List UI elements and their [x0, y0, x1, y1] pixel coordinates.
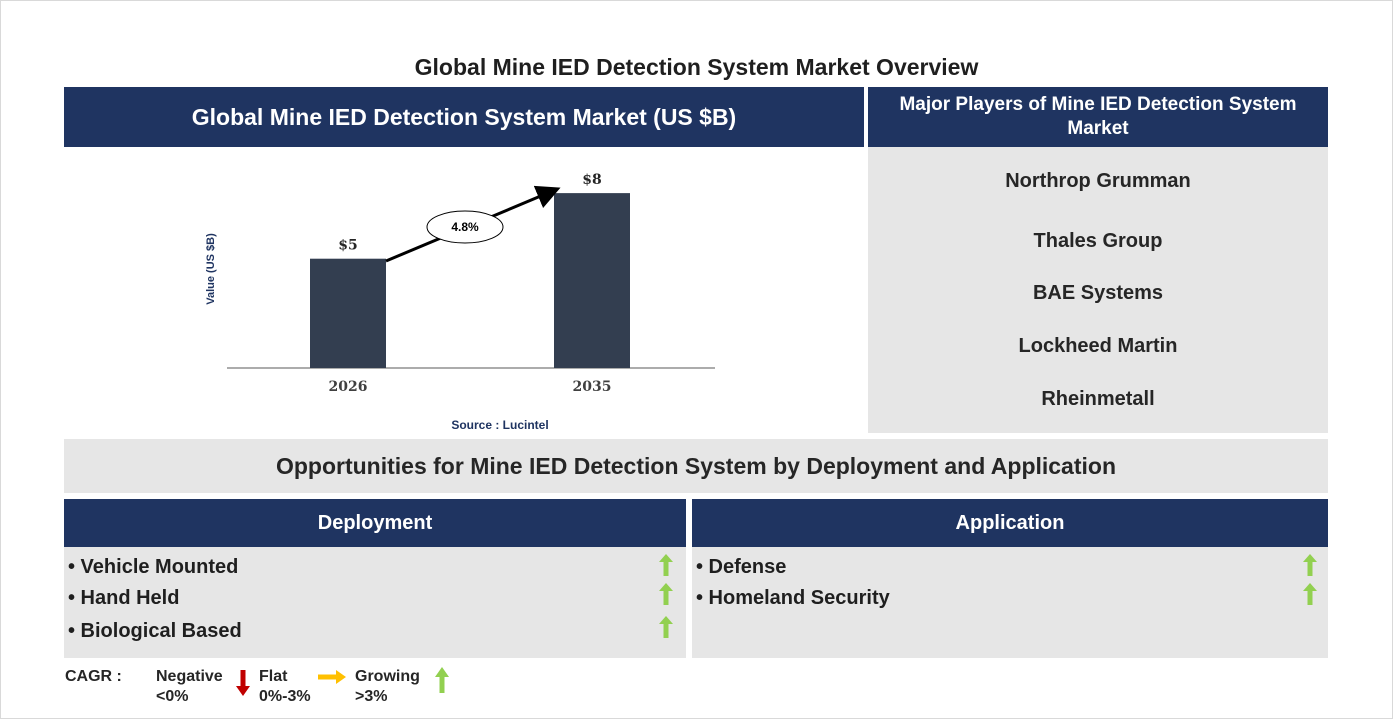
players-panel-header: Major Players of Mine IED Detection Syst… — [868, 87, 1328, 147]
legend-growing: Growing >3% — [355, 667, 420, 707]
chart-panel-header: Global Mine IED Detection System Market … — [64, 87, 864, 147]
x-tick-label: 2035 — [573, 379, 612, 395]
y-axis-label: Value (US $B) — [205, 233, 217, 305]
application-list: • Defense • Homeland Security — [692, 547, 1328, 658]
chart-source: Source : Lucintel — [451, 418, 548, 432]
green-up-arrow-icon — [1303, 583, 1317, 605]
legend-flat: Flat 0%-3% — [259, 667, 311, 707]
legend-growing-label: Growing — [355, 668, 420, 685]
player-item: Rheinmetall — [1041, 388, 1155, 410]
player-item: BAE Systems — [1032, 282, 1164, 304]
bar-value-label: $8 — [582, 172, 601, 188]
x-tick-label: 2026 — [329, 379, 368, 395]
green-up-arrow-icon — [1303, 554, 1317, 576]
page-title: Global Mine IED Detection System Market … — [414, 54, 979, 80]
market-bar-chart: Value (US $B) $5 2026 $8 2035 4.8% Source :… — [205, 172, 715, 432]
legend-cagr-label: CAGR : — [65, 668, 122, 685]
green-up-arrow-icon — [659, 616, 673, 638]
green-up-arrow-icon — [435, 667, 449, 693]
application-header: Application — [692, 499, 1328, 547]
legend-negative-label: Negative — [156, 668, 223, 685]
deployment-item: • Biological Based — [68, 620, 242, 642]
application-item: • Homeland Security — [696, 587, 890, 609]
deployment-item: • Vehicle Mounted — [68, 556, 239, 578]
green-up-arrow-icon — [659, 583, 673, 605]
legend-flat-label: Flat — [259, 668, 288, 685]
red-down-arrow-icon — [236, 670, 250, 696]
cagr-bubble — [426, 210, 504, 244]
bar-value-label: $5 — [338, 238, 357, 254]
players-list: Northrop Grumman Thales Group BAE System… — [868, 147, 1328, 433]
player-item: Northrop Grumman — [1005, 170, 1191, 192]
deployment-header: Deployment — [64, 499, 686, 547]
green-up-arrow-icon — [659, 554, 673, 576]
legend-flat-range: 0%-3% — [259, 688, 311, 705]
legend-negative: Negative <0% — [156, 667, 223, 707]
legend-negative-range: <0% — [156, 688, 189, 705]
yellow-right-arrow-icon — [318, 670, 346, 684]
cagr-label: 4.8% — [451, 220, 479, 234]
deployment-item: • Hand Held — [68, 587, 180, 609]
opportunities-title: Opportunities for Mine IED Detection Sys… — [64, 439, 1328, 493]
deployment-list: • Vehicle Mounted • Hand Held • Biologic… — [64, 547, 686, 658]
application-item: • Defense — [696, 556, 787, 578]
bar-2026 — [310, 258, 386, 368]
bar-2035 — [554, 193, 630, 368]
player-item: Thales Group — [1033, 230, 1163, 252]
legend-growing-range: >3% — [355, 688, 388, 705]
player-item: Lockheed Martin — [1018, 335, 1178, 357]
